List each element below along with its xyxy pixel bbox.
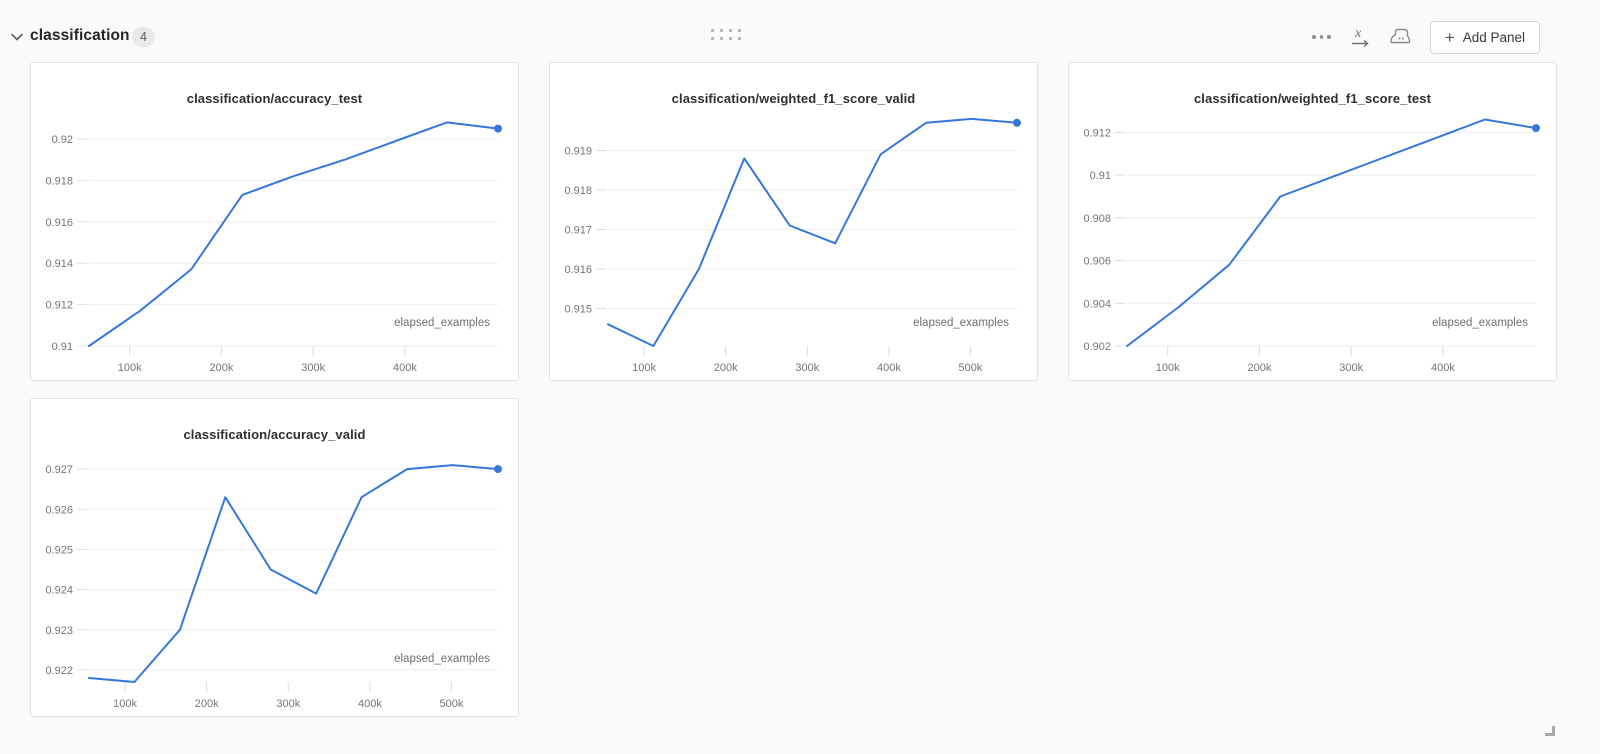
- y-tick-label: 0.925: [45, 544, 73, 556]
- y-tick-label: 0.92: [52, 134, 73, 146]
- overflow-menu-icon[interactable]: [1312, 35, 1331, 39]
- chevron-down-icon[interactable]: [10, 32, 24, 42]
- y-tick-label: 0.902: [1083, 341, 1111, 353]
- smoothing-iron-icon[interactable]: [1389, 28, 1412, 46]
- panel-accuracy-test[interactable]: classification/accuracy_test 0.91 0.912 0.…: [30, 62, 519, 381]
- panel-weighted-f1-score-valid[interactable]: classification/weighted_f1_score_valid 0…: [549, 62, 1038, 381]
- x-tick-label: 500k: [439, 698, 463, 710]
- chart-plot-area[interactable]: 0.902 0.904 0.906 0.908 0.91 0.912 100k 200k 300…: [1069, 63, 1558, 380]
- plus-icon: +: [1444, 27, 1455, 47]
- y-tick-label: 0.916: [45, 217, 73, 229]
- drag-handle-icon[interactable]: [711, 29, 741, 40]
- x-tick-label: 100k: [118, 362, 142, 374]
- y-tick-label: 0.917: [564, 225, 592, 237]
- y-tick-label: 0.919: [564, 146, 592, 158]
- y-tick-label: 0.91: [52, 341, 73, 353]
- y-tick-label: 0.926: [45, 504, 73, 516]
- y-tick-label: 0.924: [45, 585, 73, 597]
- panel-weighted-f1-score-test[interactable]: classification/weighted_f1_score_test 0.…: [1068, 62, 1557, 381]
- x-tick-label: 300k: [795, 362, 819, 374]
- x-tick-label: 300k: [301, 362, 325, 374]
- y-tick-label: 0.908: [1083, 213, 1111, 225]
- y-tick-label: 0.918: [564, 185, 592, 197]
- x-axis-title: elapsed_examples: [394, 317, 490, 329]
- x-tick-label: 200k: [1247, 362, 1271, 374]
- chart-plot-area[interactable]: 0.922 0.923 0.924 0.925 0.926 0.927 100k 200k 30…: [31, 399, 520, 716]
- series-end-marker: [494, 465, 502, 474]
- section-header: classification 4 x + Add Panel: [0, 0, 1600, 54]
- chart-title: classification/weighted_f1_score_valid: [671, 91, 916, 106]
- y-tick-label: 0.923: [45, 625, 73, 637]
- y-tick-label: 0.915: [564, 304, 592, 316]
- x-tick-label: 300k: [1339, 362, 1363, 374]
- x-tick-label: 200k: [195, 698, 219, 710]
- section-title: classification: [30, 27, 130, 44]
- chart-title: classification/accuracy_test: [186, 91, 363, 106]
- x-tick-label: 100k: [632, 362, 656, 374]
- y-tick-label: 0.91: [1090, 170, 1111, 182]
- header-actions: x + Add Panel: [1312, 20, 1540, 54]
- x-tick-label: 400k: [358, 698, 382, 710]
- series-end-marker: [494, 124, 502, 133]
- panel-accuracy-valid[interactable]: classification/accuracy_valid 0.922 0.923…: [30, 398, 519, 717]
- series-line: [1126, 118, 1537, 347]
- chart-plot-area[interactable]: 0.91 0.912 0.914 0.916 0.918 0.92 100k 200k 300k…: [31, 63, 520, 380]
- y-tick-label: 0.927: [45, 464, 73, 476]
- add-panel-button[interactable]: + Add Panel: [1429, 20, 1540, 54]
- x-axis-title: elapsed_examples: [913, 317, 1009, 329]
- chart-title: classification/accuracy_valid: [183, 427, 366, 442]
- chart-plot-area[interactable]: 0.915 0.916 0.917 0.918 0.919 100k 200k 300k 400…: [550, 63, 1039, 380]
- x-tick-label: 400k: [1431, 362, 1455, 374]
- x-tick-label: 200k: [714, 362, 738, 374]
- x-tick-label: 300k: [276, 698, 300, 710]
- x-tick-label: 400k: [393, 362, 417, 374]
- x-axis-title: elapsed_examples: [394, 653, 490, 665]
- x-tick-label: 200k: [209, 362, 233, 374]
- resize-corner-handle[interactable]: [1545, 726, 1555, 736]
- x-tick-label: 100k: [113, 698, 137, 710]
- x-tick-label: 400k: [877, 362, 901, 374]
- series-line: [607, 117, 1018, 347]
- y-tick-label: 0.906: [1083, 256, 1111, 268]
- y-tick-label: 0.904: [1083, 298, 1111, 310]
- x-tick-label: 100k: [1156, 362, 1180, 374]
- svg-text:x: x: [1354, 26, 1362, 41]
- x-axis-title: elapsed_examples: [1432, 317, 1528, 329]
- series-line: [88, 464, 499, 683]
- add-panel-label: Add Panel: [1462, 29, 1525, 45]
- y-tick-label: 0.912: [1083, 127, 1111, 139]
- y-tick-label: 0.922: [45, 665, 73, 677]
- x-axis-settings-icon[interactable]: x: [1349, 25, 1371, 49]
- series-line: [88, 121, 499, 347]
- y-tick-label: 0.918: [45, 175, 73, 187]
- series-end-marker: [1013, 118, 1021, 127]
- series-end-marker: [1532, 124, 1540, 133]
- x-tick-label: 500k: [958, 362, 982, 374]
- panel-count-badge: 4: [132, 27, 155, 47]
- chart-title: classification/weighted_f1_score_test: [1193, 91, 1432, 106]
- y-tick-label: 0.912: [45, 300, 73, 312]
- y-tick-label: 0.914: [45, 258, 73, 270]
- y-tick-label: 0.916: [564, 264, 592, 276]
